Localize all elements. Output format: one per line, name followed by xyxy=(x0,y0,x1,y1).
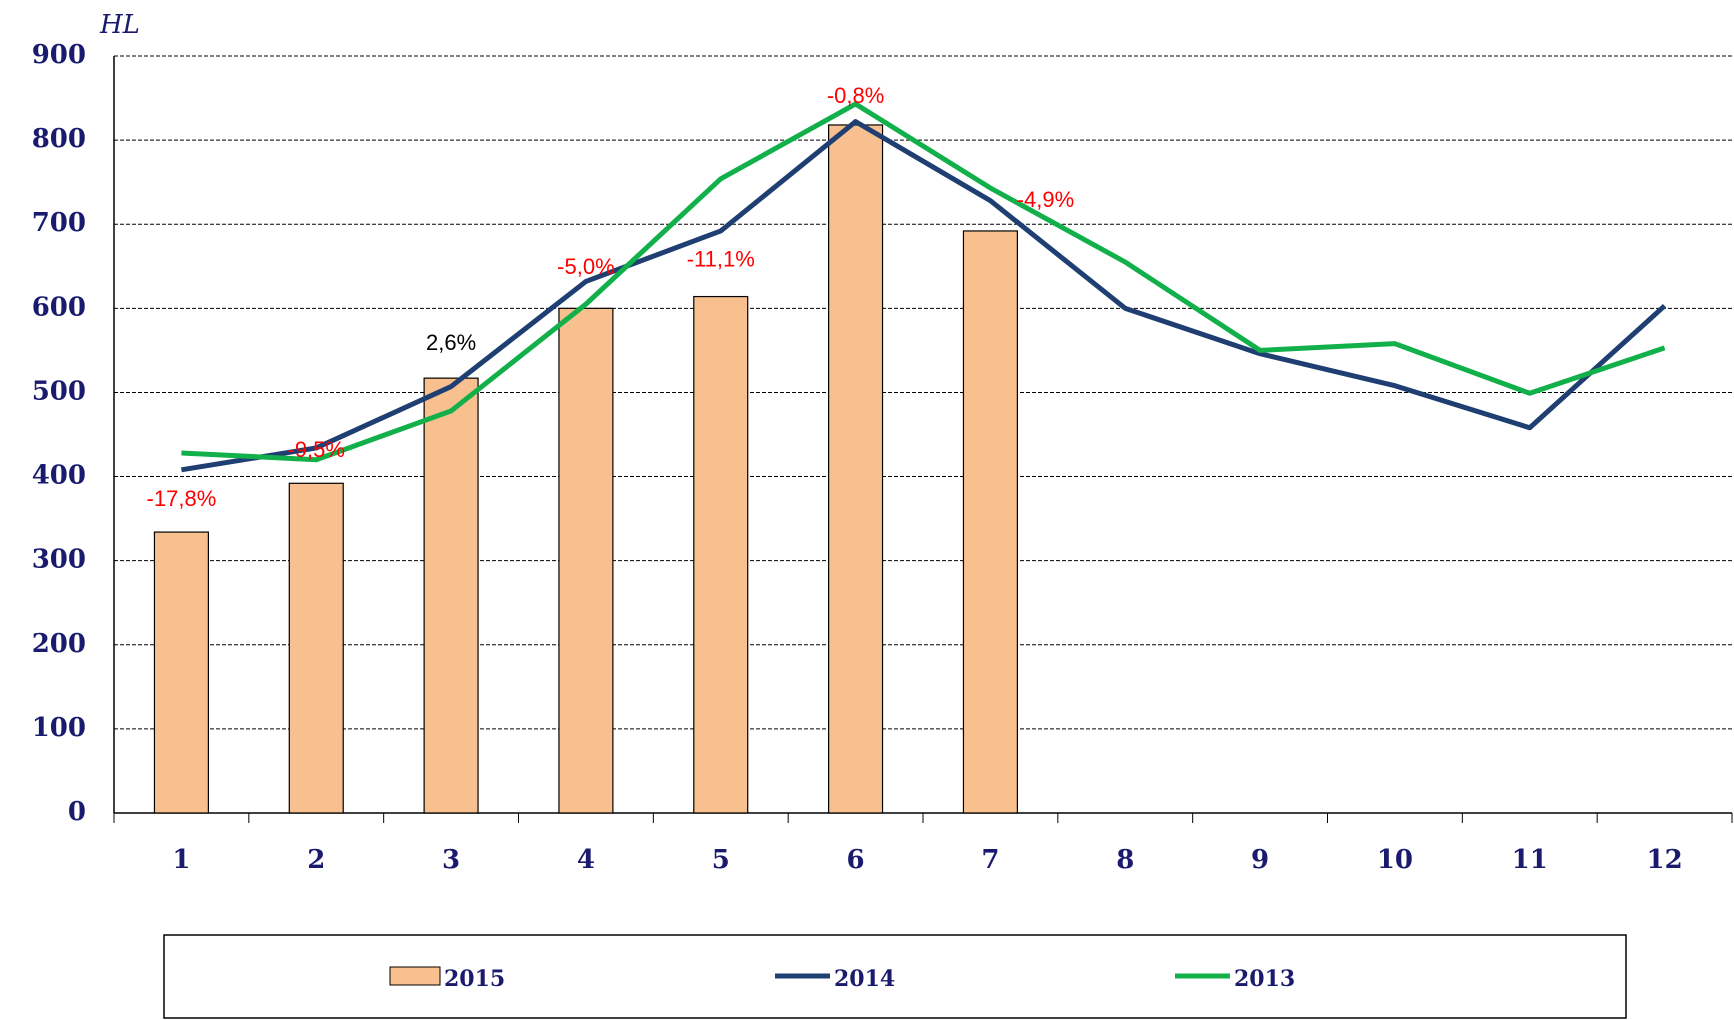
annotation: 2,6% xyxy=(426,330,476,355)
y-tick-label: 900 xyxy=(32,40,86,70)
y-tick-label: 400 xyxy=(32,461,86,491)
x-tick-label: 10 xyxy=(1377,845,1413,875)
x-tick-label: 2 xyxy=(307,845,325,875)
bar xyxy=(828,124,884,814)
bar xyxy=(423,377,479,814)
y-tick-label: 0 xyxy=(68,797,86,827)
line-series xyxy=(181,119,1667,473)
x-tick-label: 6 xyxy=(847,845,865,875)
bar xyxy=(153,531,209,814)
bar xyxy=(558,307,614,814)
y-tick-label: 800 xyxy=(32,124,86,154)
annotation: -17,8% xyxy=(147,486,217,511)
y-axis-unit: HL xyxy=(99,10,140,40)
line-series xyxy=(181,101,1666,463)
x-tick-label: 12 xyxy=(1646,845,1682,875)
annotation: -0,8% xyxy=(827,83,884,108)
y-tick-label: 600 xyxy=(32,292,86,322)
x-tick-label: 11 xyxy=(1512,845,1548,875)
x-tick-label: 1 xyxy=(172,845,190,875)
x-tick-label: 8 xyxy=(1116,845,1134,875)
legend-label: 2013 xyxy=(1234,966,1295,992)
annotation: -11,1% xyxy=(687,246,755,271)
y-tick-label: 200 xyxy=(32,629,86,659)
x-tick-label: 7 xyxy=(981,845,999,875)
x-tick-label: 9 xyxy=(1251,845,1269,875)
bar xyxy=(288,482,344,814)
annotation: -5,0% xyxy=(557,254,614,279)
x-tick-label: 3 xyxy=(442,845,460,875)
legend-label: 2014 xyxy=(834,966,895,992)
annotation: -4,9% xyxy=(1017,187,1074,212)
annotation: -9,5% xyxy=(288,437,345,462)
legend-swatch xyxy=(389,966,441,986)
y-tick-label: 500 xyxy=(32,376,86,406)
legend-label: 2015 xyxy=(444,966,505,992)
bar xyxy=(693,295,749,814)
y-tick-label: 300 xyxy=(32,545,86,575)
x-tick-label: 5 xyxy=(712,845,730,875)
y-tick-label: 100 xyxy=(32,713,86,743)
x-tick-label: 4 xyxy=(577,845,595,875)
y-tick-label: 700 xyxy=(32,208,86,238)
bar xyxy=(962,230,1018,814)
